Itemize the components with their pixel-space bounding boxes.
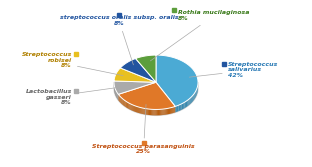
Polygon shape — [141, 108, 142, 114]
Polygon shape — [138, 107, 139, 113]
Polygon shape — [148, 109, 149, 115]
Polygon shape — [170, 108, 171, 114]
Polygon shape — [194, 92, 195, 99]
Polygon shape — [123, 99, 124, 106]
Polygon shape — [160, 109, 161, 115]
Polygon shape — [120, 58, 156, 82]
Polygon shape — [147, 109, 148, 115]
Polygon shape — [182, 103, 183, 110]
Polygon shape — [177, 105, 178, 112]
Polygon shape — [161, 109, 163, 115]
Polygon shape — [118, 94, 119, 101]
Polygon shape — [159, 109, 160, 115]
Polygon shape — [129, 103, 130, 110]
Polygon shape — [190, 98, 191, 105]
Polygon shape — [195, 91, 196, 98]
Text: Streptococcus parasanguinis
25%: Streptococcus parasanguinis 25% — [92, 104, 195, 154]
Polygon shape — [169, 108, 170, 114]
Polygon shape — [146, 109, 147, 115]
Polygon shape — [127, 102, 128, 108]
Polygon shape — [139, 107, 140, 113]
Polygon shape — [114, 81, 156, 94]
Polygon shape — [171, 107, 172, 114]
Polygon shape — [158, 109, 159, 115]
Polygon shape — [157, 109, 158, 115]
Polygon shape — [149, 109, 150, 115]
Polygon shape — [152, 109, 154, 115]
Polygon shape — [124, 100, 125, 106]
Polygon shape — [122, 98, 123, 105]
Polygon shape — [130, 104, 131, 110]
Polygon shape — [163, 109, 165, 115]
Polygon shape — [126, 101, 127, 108]
Polygon shape — [142, 108, 144, 114]
Polygon shape — [119, 96, 120, 102]
Polygon shape — [192, 96, 193, 103]
Polygon shape — [180, 104, 182, 110]
Polygon shape — [188, 99, 190, 106]
Text: Lactobacillus
gasseri
8%: Lactobacillus gasseri 8% — [26, 87, 122, 105]
Polygon shape — [196, 89, 197, 96]
Polygon shape — [173, 107, 174, 113]
Polygon shape — [165, 109, 166, 115]
Polygon shape — [151, 109, 152, 115]
Polygon shape — [185, 101, 186, 108]
Polygon shape — [140, 108, 141, 114]
Text: Rothia mucilaginosa
8%: Rothia mucilaginosa 8% — [150, 10, 250, 61]
Polygon shape — [118, 82, 175, 109]
Polygon shape — [187, 100, 188, 106]
Polygon shape — [131, 104, 132, 111]
Polygon shape — [136, 106, 137, 113]
Polygon shape — [175, 106, 177, 112]
Polygon shape — [134, 106, 135, 112]
Polygon shape — [114, 68, 156, 82]
Polygon shape — [136, 55, 156, 82]
Polygon shape — [120, 97, 121, 103]
Polygon shape — [121, 98, 122, 104]
Text: Streptococcus
robisei
8%: Streptococcus robisei 8% — [22, 52, 123, 76]
Polygon shape — [167, 108, 168, 114]
Polygon shape — [174, 106, 175, 113]
Polygon shape — [144, 108, 146, 115]
Text: Streptococcus
salivarius
42%: Streptococcus salivarius 42% — [189, 62, 278, 78]
Polygon shape — [172, 107, 173, 113]
Polygon shape — [135, 106, 136, 112]
Polygon shape — [166, 109, 167, 115]
Polygon shape — [133, 105, 134, 111]
Polygon shape — [191, 97, 192, 104]
Polygon shape — [132, 105, 133, 111]
Polygon shape — [156, 109, 157, 115]
Polygon shape — [125, 101, 126, 107]
Polygon shape — [114, 82, 198, 115]
Polygon shape — [168, 108, 169, 114]
Polygon shape — [137, 107, 138, 113]
Polygon shape — [156, 55, 198, 106]
Polygon shape — [186, 101, 187, 107]
Polygon shape — [154, 109, 156, 115]
Text: streptococcus oralis subsp. oralis
8%: streptococcus oralis subsp. oralis 8% — [60, 15, 178, 65]
Polygon shape — [150, 109, 151, 115]
Polygon shape — [183, 102, 185, 109]
Polygon shape — [178, 105, 180, 111]
Polygon shape — [128, 102, 129, 109]
Polygon shape — [193, 94, 194, 101]
